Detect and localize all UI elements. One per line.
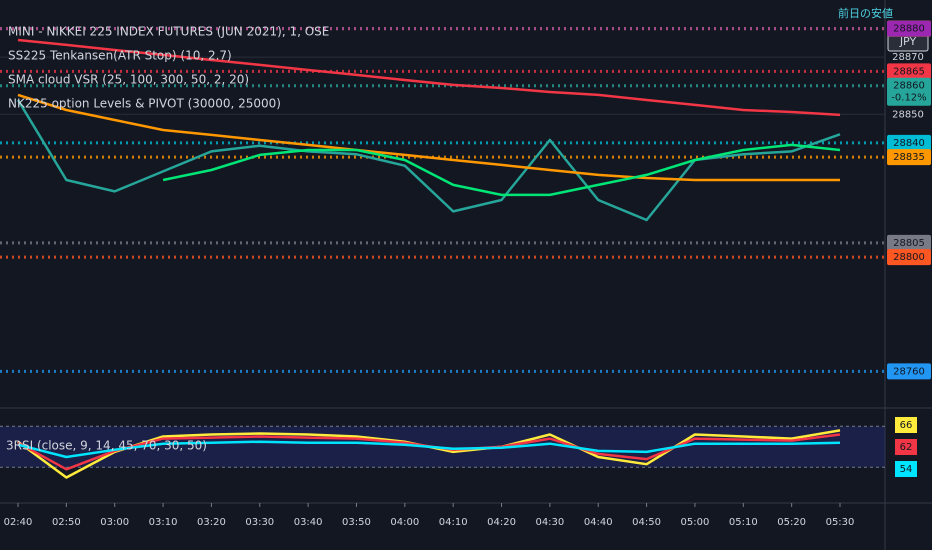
y-tick-label: 28870 [892,52,924,63]
value-badge [895,439,917,455]
price-badge [887,20,931,37]
x-tick-label: 03:20 [197,517,226,528]
price-badge [887,77,931,106]
price-badge-label: 28835 [893,152,925,163]
x-tick-label: 05:00 [681,517,710,528]
price-badge [887,63,931,80]
x-tick-label: 03:10 [149,517,178,528]
x-tick-label: 03:30 [245,517,274,528]
value-badge [895,461,917,477]
indicator-label: NK225 option Levels & PIVOT (30000, 2500… [8,97,281,111]
price-badge-label: 28805 [893,238,925,249]
price-badge [887,234,931,251]
indicator-label: SMA cloud VSR (25, 100, 300, 50, 2, 20) [8,73,249,87]
value-badge-label: 54 [900,464,913,475]
level-note: 前日の安値 [838,6,893,20]
x-tick-label: 04:10 [439,517,468,528]
x-tick-label: 04:20 [487,517,516,528]
x-tick-label: 05:30 [826,517,855,528]
price-badge [887,363,931,380]
price-badge [887,149,931,166]
price-badge-label: 28800 [893,252,925,263]
price-badge-label: 28865 [893,66,925,77]
x-tick-label: 03:40 [294,517,323,528]
x-tick-label: 05:20 [777,517,806,528]
series-line [17,93,840,182]
x-tick-label: 03:00 [100,517,129,528]
x-tick-label: 04:50 [632,517,661,528]
x-tick-label: 04:30 [535,517,564,528]
x-tick-label: 03:50 [342,517,371,528]
series-line [17,440,841,459]
series-line [17,38,841,117]
currency[interactable]: JPY [899,35,917,48]
series-line [162,143,841,197]
chart-title: MINI - NIKKEI 225 INDEX FUTURES (JUN 202… [8,25,329,39]
x-tick-label: 04:40 [584,517,613,528]
x-tick-label: 04:00 [390,517,419,528]
x-tick-label: 05:10 [729,517,758,528]
y-tick-label: 28850 [892,109,924,120]
value-badge [895,417,917,433]
price-badge-change: -0.12% [891,93,926,104]
price-badge [887,134,931,151]
x-tick-label: 02:40 [4,517,33,528]
price-badge [887,249,931,266]
value-badge-label: 62 [900,442,913,453]
price-badge-label: 28880 [893,24,925,35]
rsi-title: 3RSI (close, 9, 14, 45, 70, 30, 50) [6,439,207,453]
price-badge-label: 28840 [893,138,925,149]
price-badge-label: 28760 [893,366,925,377]
indicator-label: SS225 Tenkansen(ATR Stop) (10, 2.7) [8,49,232,63]
value-badge-label: 66 [900,420,913,431]
x-tick-label: 02:50 [52,517,81,528]
price-badge-label: 28860 [893,81,925,92]
